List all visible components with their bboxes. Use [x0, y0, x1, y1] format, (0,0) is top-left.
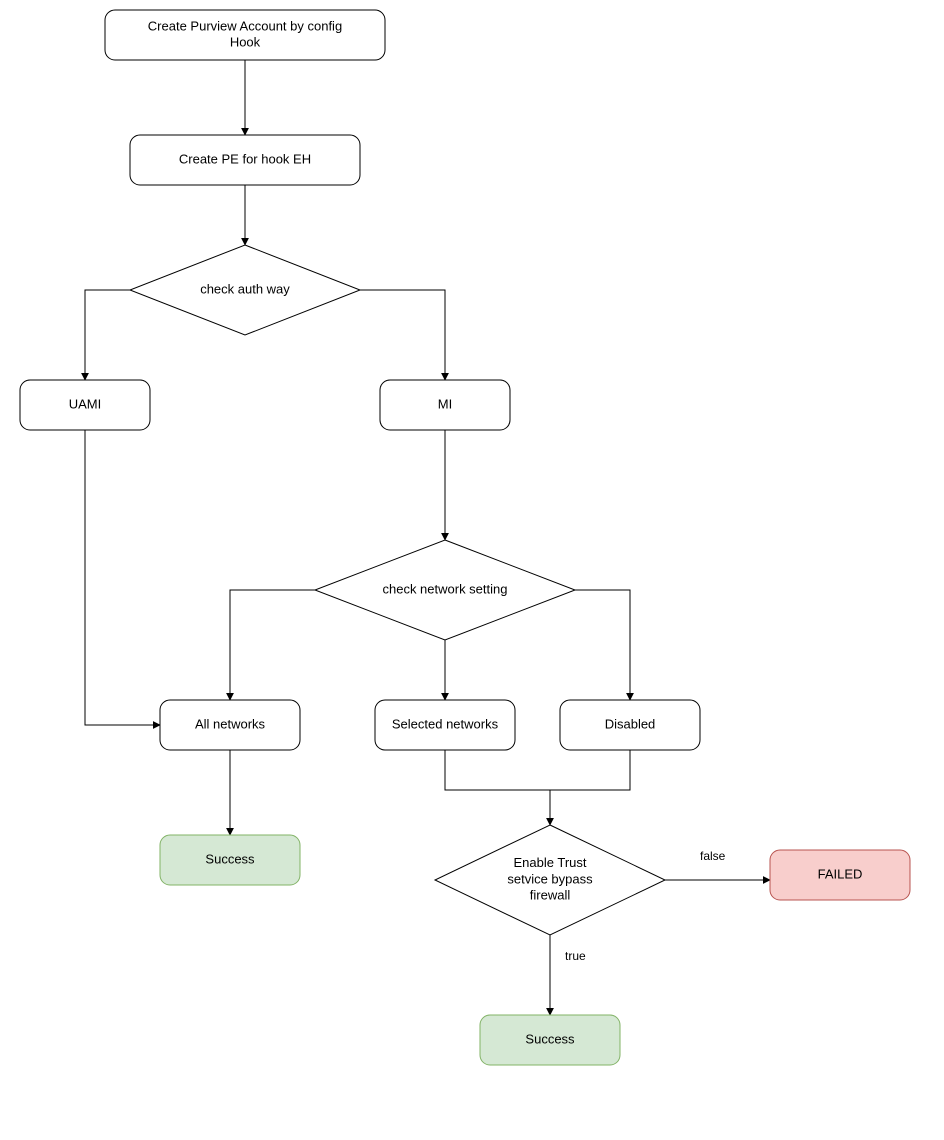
- node-n3: check auth way: [130, 245, 360, 335]
- node-n9: Disabled: [560, 700, 700, 750]
- node-n11: Enable Trustsetvice bypassfirewall: [435, 825, 665, 935]
- node-n12: Success: [480, 1015, 620, 1065]
- svg-text:MI: MI: [438, 396, 452, 411]
- node-n10: Success: [160, 835, 300, 885]
- svg-text:Disabled: Disabled: [605, 716, 656, 731]
- node-n7: All networks: [160, 700, 300, 750]
- svg-text:check network setting: check network setting: [382, 581, 507, 596]
- edge-n6-n7: [230, 590, 315, 700]
- edge-n6-n9: [575, 590, 630, 700]
- svg-text:Selected networks: Selected networks: [392, 716, 499, 731]
- svg-text:Create PE for hook EH: Create PE for hook EH: [179, 151, 311, 166]
- edge-n3-n4: [85, 290, 130, 380]
- edge-label: false: [700, 849, 726, 863]
- node-n6: check network setting: [315, 540, 575, 640]
- node-n13: FAILED: [770, 850, 910, 900]
- edge-label: true: [565, 949, 586, 963]
- edge-n9-n11: [550, 750, 630, 790]
- node-n1: Create Purview Account by configHook: [105, 10, 385, 60]
- svg-text:Success: Success: [205, 851, 255, 866]
- edge-n4-n7: [85, 430, 160, 725]
- node-n4: UAMI: [20, 380, 150, 430]
- svg-text:Success: Success: [525, 1031, 575, 1046]
- svg-text:UAMI: UAMI: [69, 396, 102, 411]
- flowchart-canvas: true false Create Purview Account by confi…: [0, 0, 944, 1140]
- node-n8: Selected networks: [375, 700, 515, 750]
- svg-text:check auth way: check auth way: [200, 281, 290, 296]
- svg-text:FAILED: FAILED: [818, 866, 863, 881]
- svg-text:All networks: All networks: [195, 716, 266, 731]
- node-n2: Create PE for hook EH: [130, 135, 360, 185]
- edge-n3-n5: [360, 290, 445, 380]
- node-n5: MI: [380, 380, 510, 430]
- edge-n8-n11: [445, 750, 550, 825]
